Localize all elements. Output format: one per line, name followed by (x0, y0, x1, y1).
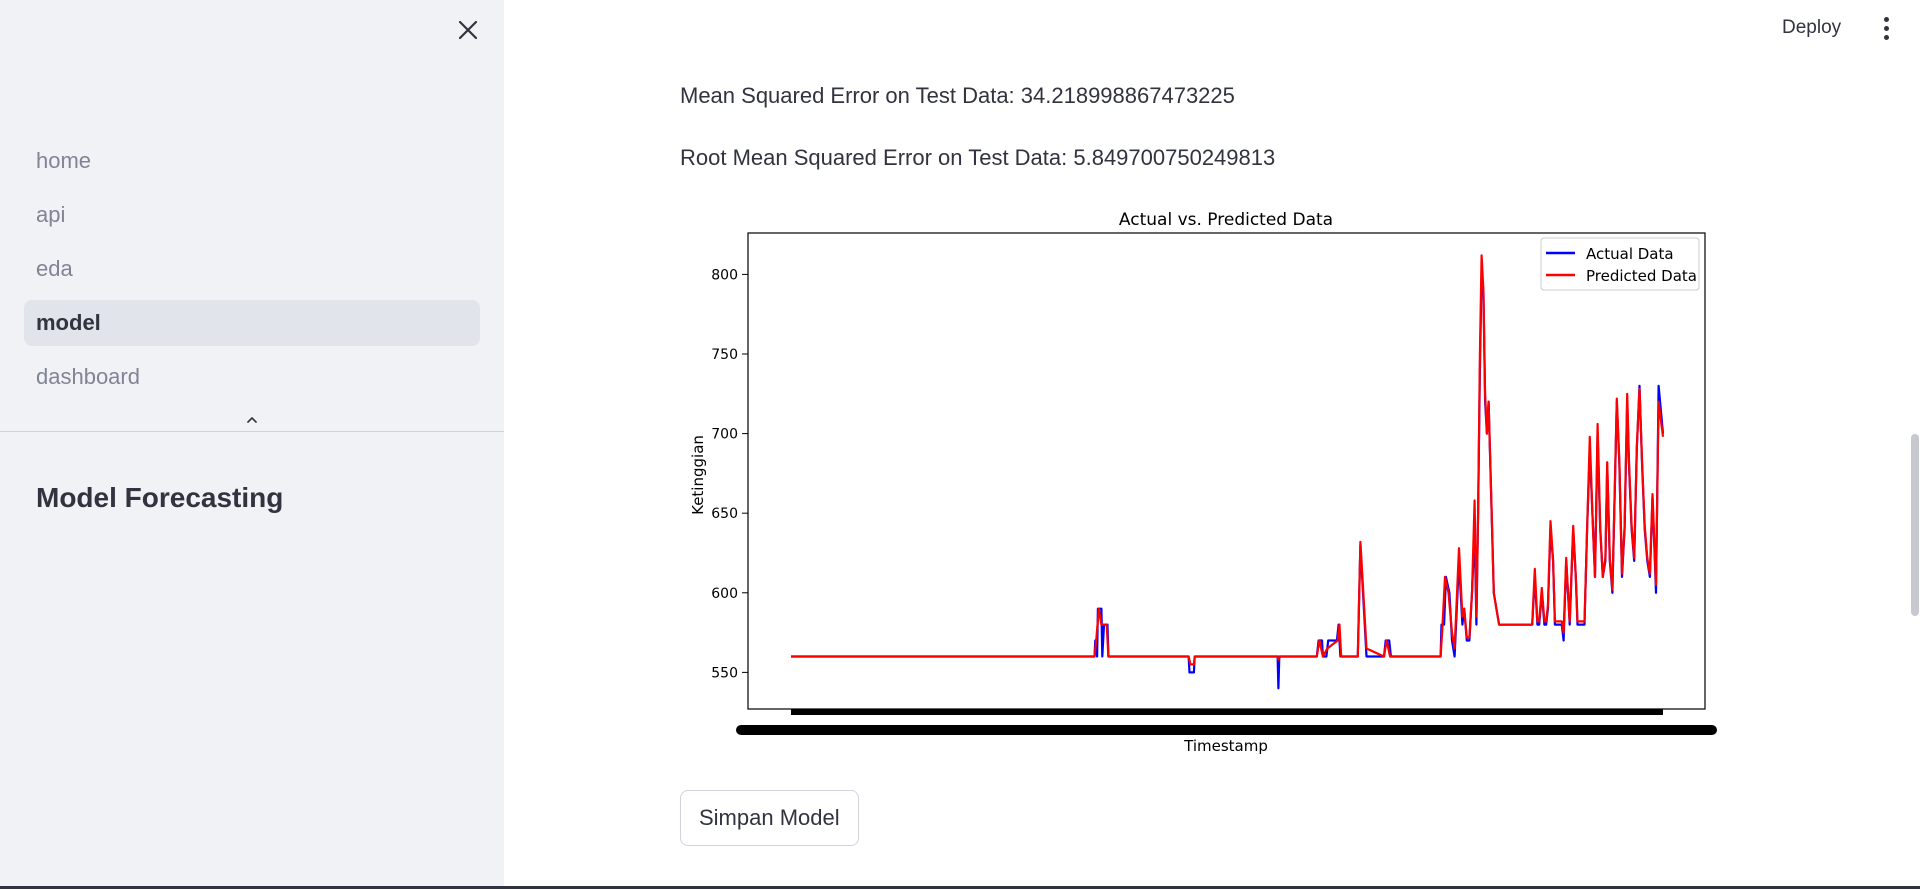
scrollbar-thumb[interactable] (1911, 434, 1919, 616)
legend-label-predicted: Predicted Data (1586, 267, 1697, 285)
y-tick-label: 600 (711, 586, 738, 602)
sidebar-item-dashboard[interactable]: dashboard (36, 364, 140, 389)
sidebar-item-home[interactable]: home (36, 148, 92, 173)
sidebar-heading: Model Forecasting (36, 482, 284, 513)
vertical-dots-icon[interactable] (1872, 12, 1900, 44)
sidebar: home api eda model dashboard Model Forec… (0, 0, 504, 889)
x-axis (736, 709, 1717, 735)
chart-legend: Actual Data Predicted Data (1540, 237, 1700, 291)
sidebar-item-model[interactable]: model (24, 300, 480, 346)
plot-area (791, 254, 1665, 690)
x-tick-labels (736, 725, 1717, 735)
bottom-border (0, 886, 1920, 889)
sidebar-nav: home api eda model dashboard (24, 138, 480, 408)
y-tick-label: 650 (711, 506, 738, 522)
y-tick-label: 800 (711, 267, 738, 283)
y-tick-label: 750 (711, 347, 738, 363)
deploy-button[interactable]: Deploy (1782, 17, 1842, 38)
legend-label-actual: Actual Data (1586, 245, 1674, 263)
chart-title: Actual vs. Predicted Data (1119, 210, 1333, 230)
y-tick-label: 550 (711, 665, 738, 681)
series-line-actual (791, 273, 1665, 690)
chevron-up-icon[interactable] (240, 410, 264, 430)
sidebar-item-api[interactable]: api (36, 202, 66, 227)
x-axis-label: Timestamp (1183, 737, 1268, 755)
forecast-chart: Actual vs. Predicted Data 550 600 650 700 75… (689, 210, 1717, 755)
x-tick-marks (791, 709, 1663, 715)
y-axis-label: Ketinggian (689, 435, 707, 515)
series-line-predicted (791, 254, 1665, 666)
plot-frame (747, 232, 1706, 710)
mse-text: Mean Squared Error on Test Data: 34.2189… (680, 83, 1235, 108)
rmse-text: Root Mean Squared Error on Test Data: 5.… (680, 145, 1276, 170)
sidebar-divider (0, 431, 504, 432)
save-model-button[interactable]: Simpan Model (680, 790, 859, 846)
y-tick-label: 700 (711, 427, 738, 443)
sidebar-item-eda[interactable]: eda (36, 256, 73, 281)
close-icon[interactable] (452, 14, 484, 46)
y-axis: 550 600 650 700 750 800 (711, 267, 748, 681)
